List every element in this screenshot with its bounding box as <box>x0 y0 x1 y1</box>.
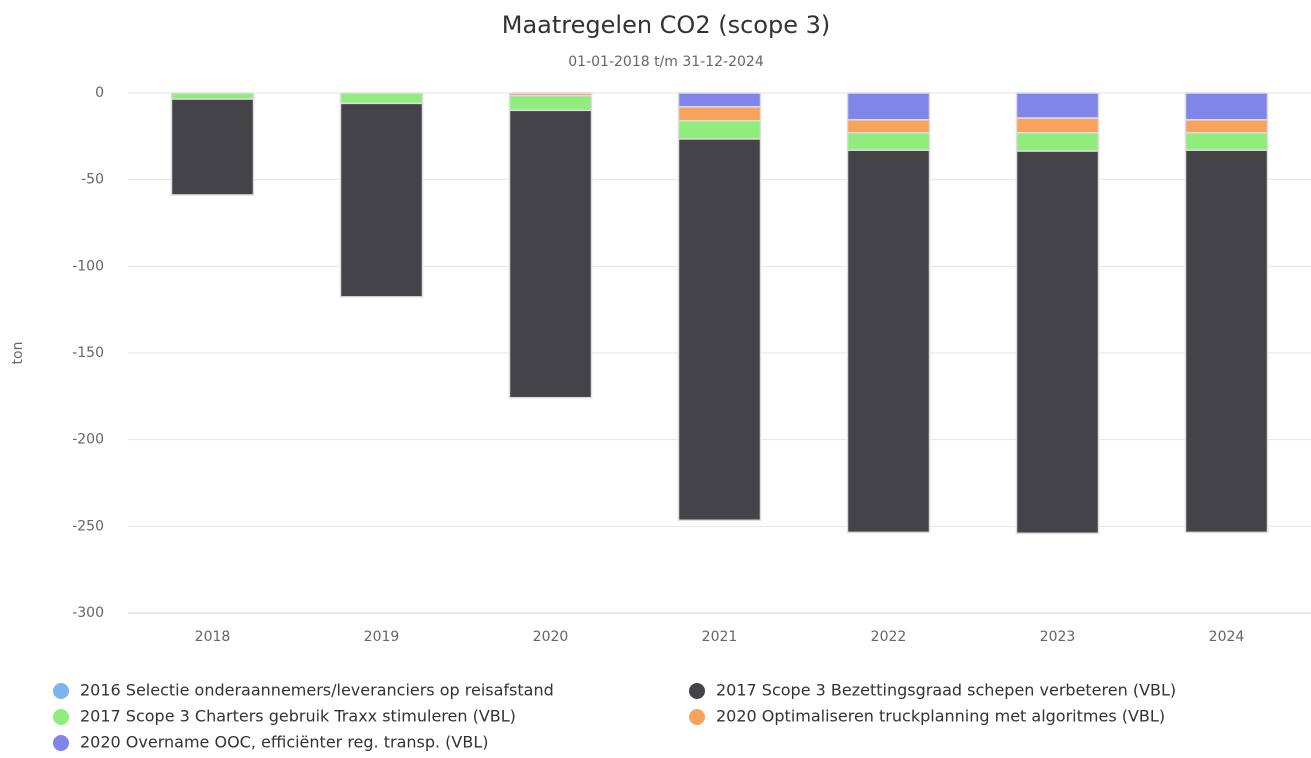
legend-marker <box>53 735 69 751</box>
legend-label: 2020 Optimaliseren truckplanning met alg… <box>716 707 1165 726</box>
legend-marker <box>689 709 705 725</box>
y-tick-label: -200 <box>72 432 104 448</box>
chart-subtitle: 01-01-2018 t/m 31-12-2024 <box>568 54 764 70</box>
bar-segment <box>846 92 931 121</box>
bar-segment <box>170 92 255 100</box>
bar-segment <box>846 149 931 534</box>
bar-segment <box>339 102 424 298</box>
bar-segment <box>1184 119 1269 134</box>
bar-segment <box>1184 149 1269 534</box>
legend-label: 2017 Scope 3 Charters gebruik Traxx stim… <box>80 707 516 726</box>
x-tick-label: 2022 <box>871 629 907 645</box>
bar-segment <box>677 138 762 522</box>
y-tick-label: -100 <box>72 258 104 274</box>
bar-segment <box>1184 92 1269 121</box>
bar-segment <box>677 119 762 140</box>
bar-segment <box>846 132 931 151</box>
bar-segment <box>677 106 762 122</box>
bar-segment <box>846 119 931 134</box>
bar-segment <box>1015 132 1100 152</box>
bar-segment <box>508 94 593 112</box>
y-tick-label: -50 <box>81 172 104 188</box>
legend-label: 2017 Scope 3 Bezettingsgraad schepen ver… <box>716 681 1176 700</box>
x-tick-label: 2018 <box>195 629 231 645</box>
x-tick-label: 2023 <box>1040 629 1076 645</box>
bar-segment <box>677 92 762 108</box>
y-tick-label: -250 <box>72 518 104 534</box>
bar-segment <box>339 92 424 105</box>
y-axis-label: ton <box>10 342 26 365</box>
bar-segment <box>1184 132 1269 151</box>
legend-marker <box>689 683 705 699</box>
legend-label: 2016 Selectie onderaannemers/leverancier… <box>80 681 554 700</box>
bar-segment <box>508 109 593 399</box>
y-tick-label: -150 <box>72 345 104 361</box>
legend-label: 2020 Overname OOC, efficiënter reg. tran… <box>80 733 489 752</box>
y-tick-label: 0 <box>95 85 104 101</box>
bar-segment <box>1015 150 1100 535</box>
legend-marker <box>53 709 69 725</box>
bar-segment <box>1015 92 1100 119</box>
x-tick-label: 2020 <box>533 629 569 645</box>
chart-title: Maatregelen CO2 (scope 3) <box>502 11 830 39</box>
bar-segment <box>1015 117 1100 134</box>
y-tick-label: -300 <box>72 605 104 621</box>
legend-marker <box>53 683 69 699</box>
x-tick-label: 2019 <box>364 629 400 645</box>
x-tick-label: 2021 <box>702 629 738 645</box>
bar-segment <box>170 98 255 196</box>
x-tick-label: 2024 <box>1209 629 1245 645</box>
